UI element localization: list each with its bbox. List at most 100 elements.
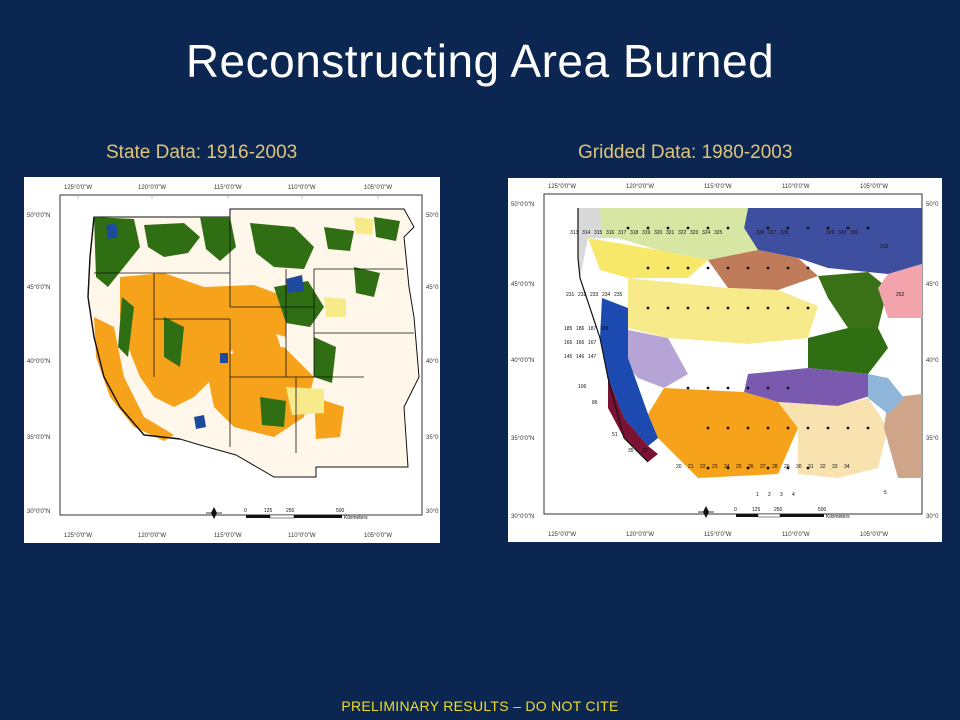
cell-235: 235	[614, 292, 623, 298]
cell-25: 25	[736, 464, 742, 470]
cell-146: 146	[576, 354, 585, 360]
cell-147: 147	[588, 354, 597, 360]
state-map-svg: 125°0'0"W 120°0'0"W 115°0'0"W 110°0'0"W …	[27, 185, 439, 539]
cell-36: 36	[642, 448, 648, 454]
cell-186: 186	[576, 326, 585, 332]
cell-325: 325	[714, 230, 723, 236]
cell-322: 322	[678, 230, 687, 236]
scale-tick-500: 500	[336, 508, 345, 514]
gridded-data-map: 125°0'0"W 120°0'0"W 115°0'0"W 110°0'0"W …	[508, 178, 942, 542]
cell-188: 188	[600, 326, 609, 332]
cell-28: 28	[772, 464, 778, 470]
cell-326: 326	[756, 230, 765, 236]
slide-title: Reconstructing Area Burned	[185, 35, 775, 87]
cell-187: 187	[588, 326, 597, 332]
cell-324: 324	[702, 230, 711, 236]
cell-185: 185	[564, 326, 573, 332]
cell-51: 51	[612, 432, 618, 438]
lat-label-2: 45°0'0"N	[27, 285, 50, 291]
north-arrow-icon	[206, 507, 222, 519]
state-data-map: 125°0'0"W 120°0'0"W 115°0'0"W 110°0'0"W …	[24, 177, 440, 543]
cell-106: 106	[578, 384, 587, 390]
right-map-caption: Gridded Data: 1980-2003	[578, 142, 793, 163]
cell-145: 145	[564, 354, 573, 360]
grid-lon-label-top-2: 120°0'0"W	[626, 184, 654, 190]
grid-scale-bar: 0 125 250 500 Kilometers	[734, 507, 850, 520]
cell-3: 3	[780, 492, 783, 498]
cell-23: 23	[712, 464, 718, 470]
cell-327: 327	[768, 230, 777, 236]
cell-234: 234	[602, 292, 611, 298]
lat-label-5: 30°0'0"N	[27, 509, 50, 515]
scale-bar: 0 125 250 500 Kilometers	[244, 508, 368, 521]
cell-34: 34	[844, 464, 850, 470]
lon-label-bottom-5: 105°0'0"W	[364, 533, 392, 539]
cell-20: 20	[676, 464, 682, 470]
grid-scale-unit: Kilometers	[826, 514, 850, 520]
cell-231: 231	[566, 292, 575, 298]
grid-lon-label-top-3: 115°0'0"W	[704, 184, 732, 190]
ecoregion-zones	[578, 208, 922, 478]
grid-lon-label-bottom-5: 105°0'0"W	[860, 532, 888, 538]
cell-321: 321	[666, 230, 675, 236]
grid-lat-label-right-5: 30°0	[926, 514, 939, 520]
grid-lat-label-4: 35°0'0"N	[511, 436, 534, 442]
cell-323: 323	[690, 230, 699, 236]
lon-label-bottom-2: 120°0'0"W	[138, 533, 166, 539]
lon-label-top-2: 120°0'0"W	[138, 185, 166, 191]
cell-318: 318	[630, 230, 639, 236]
scale-unit: Kilometers	[344, 515, 368, 521]
grid-lon-label-bottom-1: 125°0'0"W	[548, 532, 576, 538]
lat-label-3: 40°0'0"N	[27, 359, 50, 365]
cell-331: 331	[850, 230, 859, 236]
lon-label-top-5: 105°0'0"W	[364, 185, 392, 191]
lon-label-bottom-3: 115°0'0"W	[214, 533, 242, 539]
cell-233: 233	[590, 292, 599, 298]
gridded-map-svg: 125°0'0"W 120°0'0"W 115°0'0"W 110°0'0"W …	[511, 184, 939, 538]
cell-315: 315	[594, 230, 603, 236]
cell-1: 1	[756, 492, 759, 498]
footer-disclaimer: PRELIMINARY RESULTS – DO NOT CITE	[341, 698, 619, 714]
cell-31: 31	[808, 464, 814, 470]
grid-scale-tick-125: 125	[752, 507, 761, 513]
cell-2: 2	[768, 492, 771, 498]
grid-lat-label-right-3: 40°0	[926, 358, 939, 364]
grid-lat-label-right-1: 50°0	[926, 202, 939, 208]
state-boundaries	[94, 209, 414, 453]
cell-166: 166	[576, 340, 585, 346]
grid-lat-label-3: 40°0'0"N	[511, 358, 534, 364]
lon-label-top-1: 125°0'0"W	[64, 185, 92, 191]
lon-label-top-3: 115°0'0"W	[214, 185, 242, 191]
lat-label-right-2: 45°0	[426, 285, 439, 291]
scale-tick-0: 0	[244, 508, 247, 514]
cell-313: 313	[570, 230, 579, 236]
cell-32: 32	[820, 464, 826, 470]
cell-319: 319	[642, 230, 651, 236]
cell-329: 329	[826, 230, 835, 236]
cell-29: 29	[784, 464, 790, 470]
cell-4: 4	[792, 492, 795, 498]
grid-lat-label-right-4: 35°0	[926, 436, 939, 442]
lat-label-right-4: 35°0	[426, 435, 439, 441]
grid-cell-dots	[626, 226, 870, 470]
cell-232: 232	[578, 292, 587, 298]
grid-lat-label-1: 50°0'0"N	[511, 202, 534, 208]
grid-lon-label-top-1: 125°0'0"W	[548, 184, 576, 190]
grid-lon-label-top-5: 105°0'0"W	[860, 184, 888, 190]
cell-33: 33	[832, 464, 838, 470]
cell-328: 328	[780, 230, 789, 236]
lon-label-bottom-4: 110°0'0"W	[288, 533, 316, 539]
cell-314: 314	[582, 230, 591, 236]
grid-scale-tick-250: 250	[774, 507, 783, 513]
cell-5: 5	[884, 490, 887, 496]
scale-tick-250: 250	[286, 508, 295, 514]
grid-lon-label-bottom-4: 110°0'0"W	[782, 532, 810, 538]
cell-320: 320	[654, 230, 663, 236]
cell-312: 312	[880, 244, 889, 250]
cell-30: 30	[796, 464, 802, 470]
cell-252: 252	[896, 292, 905, 298]
water-bodies	[106, 223, 304, 429]
grid-scale-tick-0: 0	[734, 507, 737, 513]
lat-label-1: 50°0'0"N	[27, 213, 50, 219]
cell-35: 35	[628, 448, 634, 454]
